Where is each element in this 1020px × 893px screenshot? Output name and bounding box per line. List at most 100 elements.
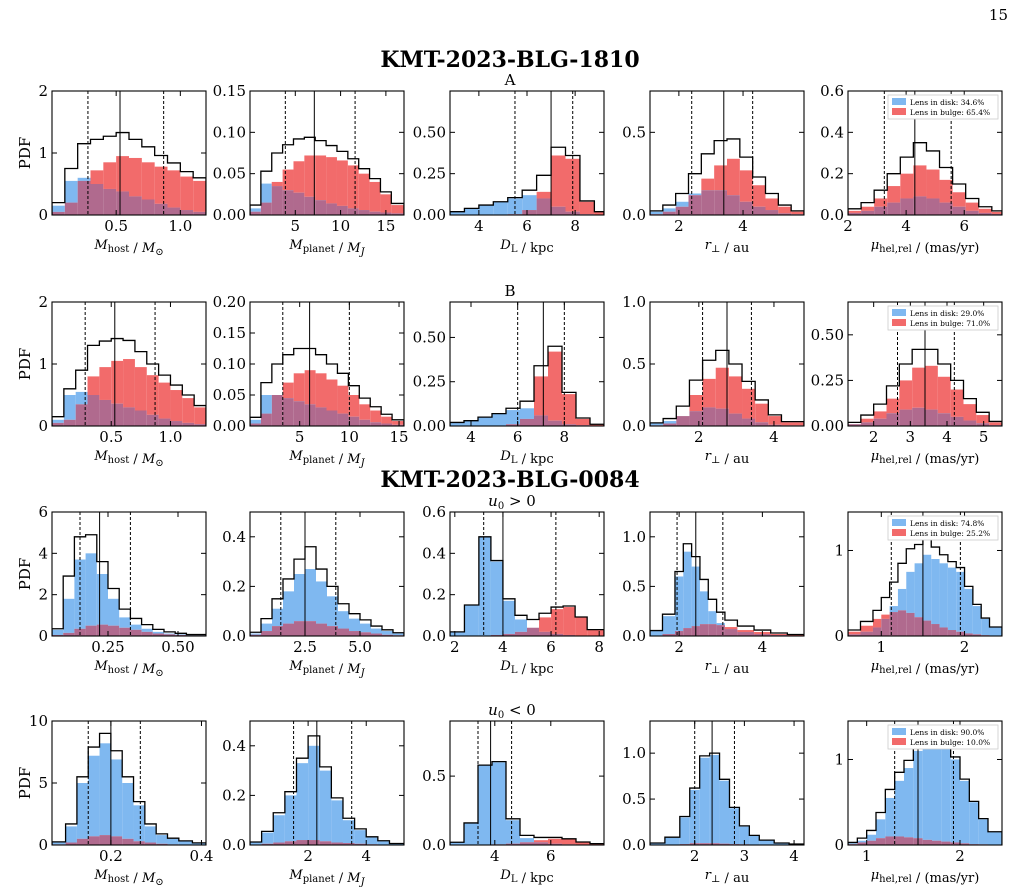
bulge-bar [380,194,392,213]
overlap-bar [899,409,913,426]
overlap-bar [662,634,675,636]
disk-bar [331,800,343,843]
panel-2-2: 2 4 6 8 0.0 0.2 0.4 0.6 DL / kpc [422,503,605,677]
disk-bar [894,780,904,837]
x-tick-label: 0.50 [161,638,194,656]
overlap-bar [848,424,861,426]
overlap-bar [116,191,129,215]
overlap-bar [260,413,272,426]
disk-bar [273,815,285,843]
bars [250,721,404,845]
disk-bar [63,395,76,420]
disk-bar [493,201,508,215]
disk-bar [514,619,527,632]
disk-bar [988,832,1002,845]
disk-bar [450,422,464,426]
bulge-bar [576,418,590,426]
disk-bar [464,605,479,636]
bulge-bar [282,169,294,191]
section-title-0084: KMT-2023-BLG-0084 [380,467,639,493]
overlap-bar [506,424,520,426]
disk-bar [272,608,283,627]
panel-frame [847,720,1003,846]
bulge-bar [755,403,769,423]
disk-bar [650,211,663,215]
bulge-bar [194,407,206,425]
bulge-bar [873,411,887,419]
disk-bar [522,195,537,211]
bulge-bar [768,416,782,425]
overlap-bar [719,843,730,845]
overlap-bar [294,621,305,636]
overlap-bar [848,634,861,636]
total-outline [450,536,604,636]
disk-bar [932,738,942,841]
bulge-bar [347,165,359,209]
bars [650,512,804,636]
disk-bar [492,762,506,845]
overlap-bar [715,408,729,426]
panel-frame [649,720,805,846]
y-tick-label: 0.4 [422,544,446,562]
y-tick-label: 0.4 [222,737,246,755]
y-tick-label: 2 [38,82,48,100]
legend-bulge-swatch [892,108,906,115]
legend-frame [887,305,999,331]
bulge-bar [111,360,124,404]
x-tick-label: 2 [450,638,460,656]
x-tick-label: 6 [546,847,556,865]
overlap-bar [144,842,157,845]
overlap-bar [293,401,305,426]
overlap-bar [308,840,320,845]
overlap-bar [164,634,176,636]
y-tick-label: 0.2 [820,165,844,183]
overlap-bar [370,422,382,426]
y-tick-label: 4 [38,544,48,562]
disk-bar [366,837,378,845]
overlap-bar [110,836,123,845]
total-outline [250,546,404,636]
overlap-bar [675,206,689,215]
bulge-bar [590,843,604,845]
row-label-a: A [504,71,516,89]
overlap-bar [146,414,159,426]
bulge-bar [326,379,338,411]
total-outline [848,142,1002,215]
bulge-bar [392,421,404,425]
overlap-bar [876,838,886,845]
overlap-bar [548,420,562,426]
y-tick-label: 0 [38,836,48,854]
overlap-bar [897,610,907,636]
overlap-bar [261,843,274,845]
overlap-bar [327,626,338,636]
overlap-bar [752,206,766,215]
bars [450,512,604,636]
disk-bar [130,624,142,630]
overlap-bar [180,210,194,215]
bulge-bar [167,170,181,208]
legend-disk-label: Lens in disk: 34.6% [910,98,984,107]
bulge-bar [348,395,360,417]
panel-1-0: 0.5 1.0 0 1 2 Mhost / M⊙ PDF [16,293,207,469]
bulge-bar [579,201,595,215]
disk-bar [77,177,91,181]
disk-bar [914,563,923,618]
y-axis-label: PDF [16,558,34,591]
bulge-bar [141,162,155,200]
bars [848,91,1002,215]
bulge-bar [359,404,371,420]
overlap-bar [250,634,261,636]
disk-bar [342,820,355,844]
disk-bar [972,606,982,635]
disk-bar [144,826,157,843]
x-tick-label: 8 [594,638,604,656]
overlap-bar [663,423,677,426]
disk-bar [327,596,338,627]
overlap-bar [331,842,343,845]
disk-bar [141,628,153,632]
overlap-bar [316,623,327,636]
overlap-bar [194,424,206,426]
overlap-bar [514,631,527,636]
